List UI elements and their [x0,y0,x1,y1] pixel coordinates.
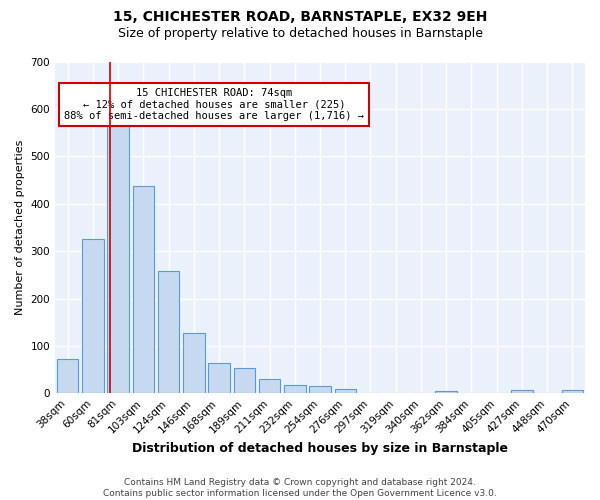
Y-axis label: Number of detached properties: Number of detached properties [15,140,25,315]
Bar [158,271,179,394]
Bar [183,332,205,394]
Bar [57,359,79,394]
Bar [284,386,305,394]
Bar [233,368,255,394]
Bar [259,379,280,394]
Bar [208,362,230,394]
X-axis label: Distribution of detached houses by size in Barnstaple: Distribution of detached houses by size … [132,442,508,455]
Bar [436,391,457,394]
Bar [82,240,104,394]
Text: Contains HM Land Registry data © Crown copyright and database right 2024.
Contai: Contains HM Land Registry data © Crown c… [103,478,497,498]
Bar [335,388,356,394]
Bar [511,390,533,394]
Bar [107,126,129,394]
Bar [562,390,583,394]
Bar [309,386,331,394]
Text: 15, CHICHESTER ROAD, BARNSTAPLE, EX32 9EH: 15, CHICHESTER ROAD, BARNSTAPLE, EX32 9E… [113,10,487,24]
Text: 15 CHICHESTER ROAD: 74sqm
← 12% of detached houses are smaller (225)
88% of semi: 15 CHICHESTER ROAD: 74sqm ← 12% of detac… [64,88,364,121]
Bar [133,186,154,394]
Text: Size of property relative to detached houses in Barnstaple: Size of property relative to detached ho… [118,28,482,40]
